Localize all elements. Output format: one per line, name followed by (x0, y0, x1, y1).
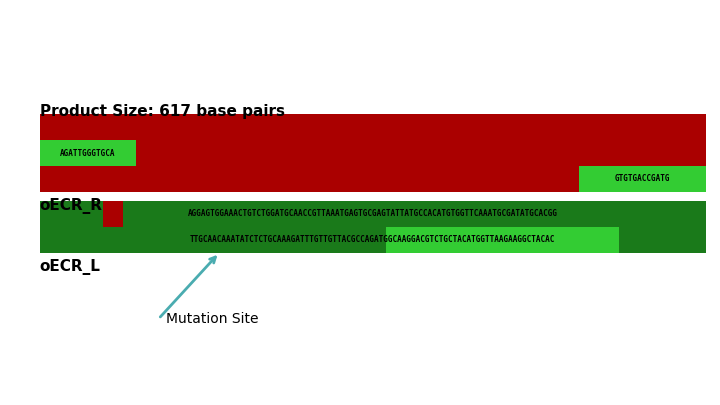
Bar (40, 166, 706, 192)
Text: AGATTGGGTGCATGAATTCCTGCCAGCAAAACTGCTCATGTGGTGCCTATGTCTACATGACTACATTGACGGGATGTCTA: AGATTGGGTGCATGAATTCCTGCCAGCAAAACTGCTCATG… (185, 149, 560, 158)
Bar (40, 201, 706, 227)
Text: ACTGGGGTAGTGAACTGATTGATGTTTACCAGTTTCAGACTGGGGGGTATGCACTAAACGTCAAGCTTCCTGCTTCTGAG: ACTGGGGTAGTGAACTGATTGATGTTTACCAGTTTCAGAC… (185, 123, 560, 132)
Text: Mutation Site: Mutation Site (166, 312, 258, 326)
Text: GTGTGACCGATG: GTGTGACCGATG (615, 174, 670, 183)
Text: oECR_R: oECR_R (40, 198, 102, 214)
Bar (40, 114, 706, 140)
Bar (579, 166, 706, 192)
Text: ACCAAACTGGAGATGGATTTCTTTCTATCCAAAACGTCAAGTGGCCAGATTTCTCATATTGGGTATCTGGTGTGACCGAT: ACCAAACTGGAGATGGATTTCTTTCTATCCAAAACGTCAA… (185, 174, 560, 183)
Bar (40, 140, 136, 166)
Text: Primer Design: Primer Design (9, 11, 209, 35)
Text: Product Size: 617 base pairs: Product Size: 617 base pairs (40, 104, 284, 119)
Text: AGATTGGGTGCA: AGATTGGGTGCA (60, 149, 116, 158)
Bar (526, 227, 619, 253)
Text: TTGCAACAAATATCTCTGCAAAGATTTGTTGTTACGCCAGATGGCAAGGACGTCTGCTACATGGTTAAGAAGGCTACAC: TTGCAACAAATATCTCTGCAAAGATTTGTTGTTACGCCAG… (190, 235, 555, 244)
Text: oECR_L: oECR_L (40, 259, 101, 275)
Bar (386, 227, 526, 253)
Text: AGGAGTGGAAACTGTCTGGATGCAACCGTTAAATGAGTGCGAGTATTATGCCACATGTGGTTCAAATGCGATATGCACGG: AGGAGTGGAAACTGTCTGGATGCAACCGTTAAATGAGTGC… (188, 209, 557, 218)
Bar (40, 140, 706, 166)
Bar (103, 201, 123, 227)
Bar (40, 227, 706, 253)
